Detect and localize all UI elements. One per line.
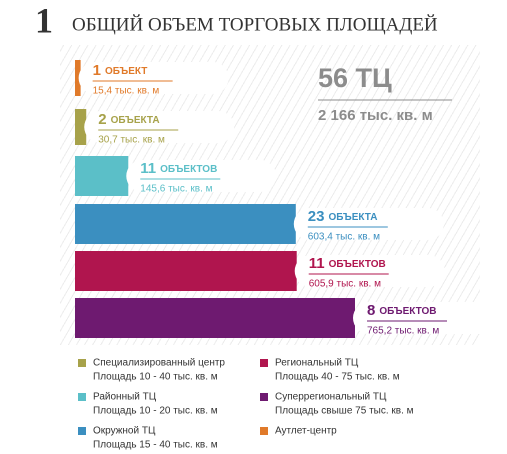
legend-note: Площадь 10 - 20 тыс. кв. м (93, 406, 218, 417)
value-label: 145,6 тыс. кв. м (140, 184, 212, 195)
total-area: 2 166 тыс. кв. м (318, 107, 433, 124)
label-bg (294, 255, 445, 287)
legend-note: Площадь 10 - 40 тыс. кв. м (93, 372, 218, 383)
legend-name: Специализированный центр (93, 358, 225, 369)
legend-name: Региональный ТЦ (275, 358, 359, 369)
count-word: ОБЪЕКТА (111, 115, 160, 126)
count-word: ОБЪЕКТОВ (379, 306, 436, 317)
label-bg (126, 160, 277, 192)
legend-name: Суперрегиональный ТЦ (275, 392, 387, 403)
count-number: 2 (98, 111, 106, 128)
count-number: 11 (140, 160, 156, 177)
value-label: 603,4 тыс. кв. м (308, 232, 380, 243)
count-number: 8 (367, 302, 375, 319)
count-word: ОБЪЕКТ (105, 66, 147, 77)
background-pattern (60, 45, 480, 345)
count-label: 8 ОБЪЕКТОВ (367, 302, 437, 319)
count-label: 11 ОБЪЕКТОВ (140, 160, 217, 177)
label-bg (78, 62, 229, 94)
label-bg (293, 208, 444, 240)
count-number: 1 (93, 62, 101, 79)
bar (75, 109, 87, 145)
legend-swatch (260, 359, 268, 367)
count-word: ОБЪЕКТА (328, 212, 377, 223)
count-word: ОБЪЕКТОВ (160, 164, 217, 175)
legend-swatch (260, 427, 268, 435)
legend-note: Площадь свыше 75 тыс. кв. м (275, 406, 414, 417)
legend-swatch (78, 359, 86, 367)
legend-name: Районный ТЦ (93, 392, 157, 403)
bar (75, 251, 297, 291)
label-bg (353, 302, 503, 334)
legend-note: Площадь 40 - 75 тыс. кв. м (275, 372, 400, 383)
count-number: 23 (308, 208, 325, 225)
value-label: 30,7 тыс. кв. м (98, 135, 165, 146)
legend-note: Площадь 15 - 40 тыс. кв. м (93, 440, 218, 451)
legend-swatch (260, 393, 268, 401)
count-label: 2 ОБЪЕКТА (98, 111, 159, 128)
bar (75, 156, 129, 196)
legend-swatch (78, 393, 86, 401)
value-label: 605,9 тыс. кв. м (309, 279, 381, 290)
value-label: 15,4 тыс. кв. м (93, 86, 160, 97)
label-bg (84, 111, 235, 143)
bar (75, 60, 81, 96)
count-label: 11 ОБЪЕКТОВ (309, 255, 386, 272)
legend-name: Окружной ТЦ (93, 426, 156, 437)
count-word: ОБЪЕКТОВ (329, 259, 386, 270)
legend-name: Аутлет-центр (275, 426, 337, 437)
count-label: 23 ОБЪЕКТА (308, 208, 378, 225)
count-label: 1 ОБЪЕКТ (93, 62, 148, 79)
count-number: 11 (309, 255, 325, 272)
bar (75, 204, 296, 244)
bar (75, 298, 355, 338)
value-label: 765,2 тыс. кв. м (367, 326, 439, 337)
title-number: 1 (35, 0, 53, 40)
chart-title: ОБЩИЙ ОБЪЕМ ТОРГОВЫХ ПЛОЩАДЕЙ (72, 14, 438, 35)
total-count: 56 ТЦ (318, 63, 392, 93)
legend-swatch (78, 427, 86, 435)
